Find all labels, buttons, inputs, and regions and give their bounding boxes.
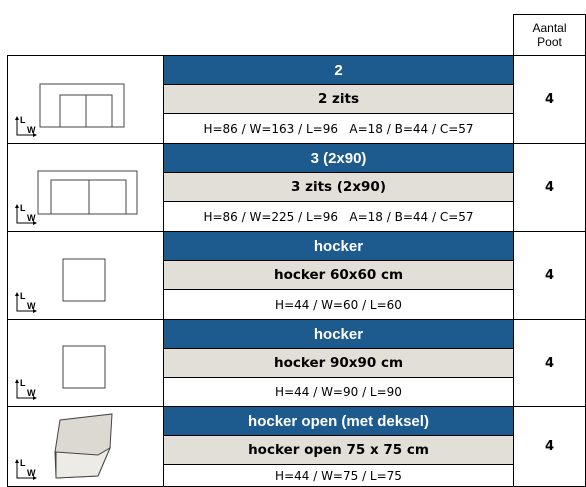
axis-label: W bbox=[27, 468, 36, 478]
axis-label: W bbox=[27, 388, 36, 398]
axis-label: L bbox=[20, 458, 26, 468]
axis-label: L bbox=[20, 378, 26, 388]
model-name: 3 (2x90) bbox=[163, 143, 514, 173]
model-name: hocker bbox=[163, 231, 514, 261]
axis-icon: LW bbox=[15, 458, 37, 480]
dimensions: H=86 / W=163 / L=96 A=18 / B=44 / C=57 bbox=[163, 113, 514, 144]
axis-label: L bbox=[20, 203, 26, 213]
axis-label: W bbox=[27, 125, 36, 135]
dimensions: H=44 / W=90 / L=90 bbox=[163, 377, 514, 407]
count-header: Aantal Poot bbox=[513, 14, 586, 56]
leg-count: 4 bbox=[513, 231, 586, 320]
axis-label: W bbox=[27, 301, 36, 311]
leg-count: 4 bbox=[513, 406, 586, 487]
axis-label: L bbox=[20, 291, 26, 301]
axis-icon: LW bbox=[15, 378, 37, 400]
model-title: hocker 90x90 cm bbox=[163, 348, 514, 378]
dimensions: H=86 / W=225 / L=96 A=18 / B=44 / C=57 bbox=[163, 201, 514, 232]
model-title: hocker 60x60 cm bbox=[163, 260, 514, 290]
leg-count: 4 bbox=[513, 319, 586, 407]
axis-label: L bbox=[20, 115, 26, 125]
dimensions: H=44 / W=60 / L=60 bbox=[163, 289, 514, 320]
axis-icon: LW bbox=[15, 291, 37, 313]
model-title: 3 zits (2x90) bbox=[163, 172, 514, 202]
axis-icon: LW bbox=[15, 203, 37, 225]
model-title: hocker open 75 x 75 cm bbox=[163, 435, 514, 465]
model-name: 2 bbox=[163, 55, 514, 85]
axis-label: W bbox=[27, 213, 36, 223]
model-name: hocker bbox=[163, 319, 514, 349]
leg-count: 4 bbox=[513, 55, 586, 144]
model-name: hocker open (met deksel) bbox=[163, 406, 514, 436]
dimensions: H=44 / W=75 / L=75 bbox=[163, 464, 514, 487]
leg-count: 4 bbox=[513, 143, 586, 232]
axis-icon: LW bbox=[15, 115, 37, 137]
model-title: 2 zits bbox=[163, 84, 514, 114]
